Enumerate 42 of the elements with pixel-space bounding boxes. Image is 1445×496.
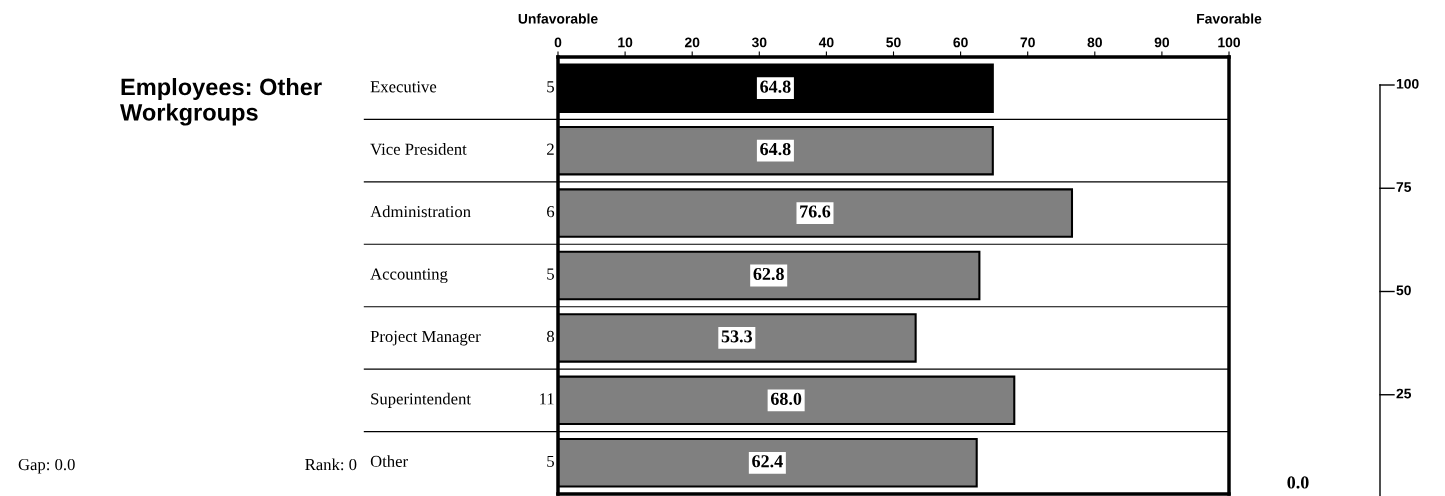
text: Rank: 0 xyxy=(305,458,357,471)
text: 8 xyxy=(546,330,555,343)
x-tick-label: 60 xyxy=(953,37,968,48)
y-tick-label: Administration xyxy=(370,205,471,218)
text: 100 xyxy=(1396,78,1419,89)
data-label: 64.8 xyxy=(760,80,791,93)
x-tick-label: 20 xyxy=(684,37,700,48)
text: 5 xyxy=(547,268,554,280)
y-tick-label: Superintendent xyxy=(371,392,471,408)
text: Gap: 0.0 xyxy=(18,458,75,474)
x-tick-label: 80 xyxy=(1087,37,1102,48)
text: 11 xyxy=(540,393,554,405)
data-label: 62.4 xyxy=(752,455,783,468)
text: 6 xyxy=(547,206,555,218)
data-label: 68.0 xyxy=(770,392,802,405)
data-label: 64.8 xyxy=(760,142,791,156)
text: Employees: Other Workgroups xyxy=(120,78,322,126)
x-tick-label: 30 xyxy=(751,37,767,48)
y-tick-label: Other xyxy=(370,455,408,467)
text: 0.0 xyxy=(1287,476,1309,489)
text: 75 xyxy=(1396,182,1412,192)
y-tick-label: Executive xyxy=(370,81,437,93)
text: 5 xyxy=(547,455,554,467)
x-tick-label: 40 xyxy=(818,37,834,48)
x-tick-label: 100 xyxy=(1218,37,1241,48)
x-tick-label: 10 xyxy=(618,37,633,48)
text: 5 xyxy=(547,81,554,93)
text: 50 xyxy=(1396,285,1411,296)
data-label: 76.6 xyxy=(800,205,831,218)
text: Unfavorable xyxy=(518,13,598,24)
data-label: 62.8 xyxy=(753,267,784,281)
y-tick-label: Project Manager xyxy=(370,330,481,346)
y-tick-label: Accounting xyxy=(370,268,448,284)
data-label: 53.3 xyxy=(721,330,752,343)
x-tick-label: 70 xyxy=(1020,37,1035,48)
x-tick-label: 50 xyxy=(886,37,901,48)
text: Favorable xyxy=(1197,13,1262,24)
x-tick-label: 90 xyxy=(1154,37,1170,48)
x-tick-label: 0 xyxy=(554,37,562,48)
text: 25 xyxy=(1396,388,1412,399)
text: 2 xyxy=(547,143,554,155)
y-tick-label: Vice President xyxy=(370,143,467,155)
